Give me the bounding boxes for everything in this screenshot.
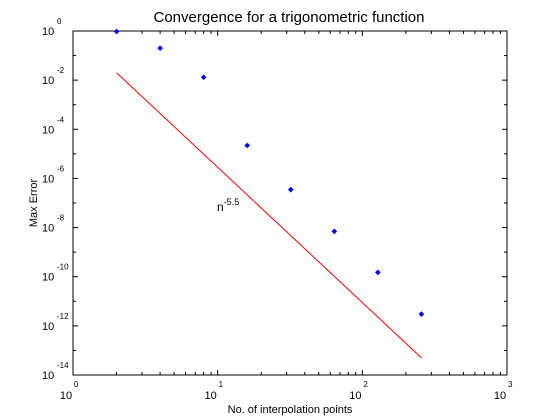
- error-point: [418, 311, 425, 317]
- y-tick-label: 10: [42, 321, 54, 333]
- x-tick-label: 10: [205, 390, 217, 402]
- error-point: [287, 186, 294, 193]
- y-tick-label: 10: [42, 370, 54, 382]
- reference-rate-line: [116, 72, 422, 359]
- rate-annotation-base: n: [217, 200, 224, 214]
- y-tick-label-exponent: 0: [57, 17, 62, 26]
- x-tick-label-exponent: 0: [74, 380, 79, 389]
- y-tick-label: 10: [42, 26, 54, 38]
- y-tick-label-exponent: -4: [57, 115, 65, 124]
- rate-annotation: n-5.5: [217, 197, 239, 214]
- y-tick-label-exponent: -12: [57, 312, 69, 321]
- y-axis-label: Max Error: [28, 179, 40, 228]
- axis-ticks: [72, 30, 508, 376]
- error-point: [200, 74, 207, 81]
- x-tick-label: 10: [60, 390, 72, 402]
- rate-annotation-exponent: -5.5: [224, 197, 240, 207]
- x-tick-label: 10: [349, 390, 361, 402]
- y-tick-label-exponent: -2: [57, 66, 65, 75]
- y-tick-label-exponent: -10: [57, 263, 69, 272]
- y-tick-label: 10: [42, 75, 54, 87]
- y-tick-label: 10: [42, 124, 54, 136]
- tick-labels: 10010110210310010-210-410-610-810-1010-1…: [42, 17, 513, 402]
- error-point: [331, 228, 338, 235]
- plot-frame: [72, 30, 508, 376]
- x-tick-label-exponent: 2: [363, 380, 368, 389]
- x-tick-label-exponent: 1: [219, 380, 224, 389]
- chart-title: Convergence for a trigonometric function: [154, 9, 425, 26]
- y-tick-label: 10: [42, 223, 54, 235]
- series-layer: [113, 28, 425, 359]
- y-tick-label-exponent: -14: [57, 361, 69, 370]
- y-tick-label: 10: [42, 272, 54, 284]
- x-tick-label: 10: [494, 390, 506, 402]
- error-point: [244, 142, 251, 149]
- y-tick-label-exponent: -8: [57, 214, 65, 223]
- error-point: [113, 28, 120, 35]
- y-tick-label-exponent: -6: [57, 164, 65, 173]
- error-point: [375, 269, 381, 276]
- error-point: [157, 45, 163, 52]
- x-tick-label-exponent: 3: [508, 380, 513, 389]
- x-axis-label: No. of interpolation points: [228, 404, 353, 416]
- y-tick-label: 10: [42, 173, 54, 185]
